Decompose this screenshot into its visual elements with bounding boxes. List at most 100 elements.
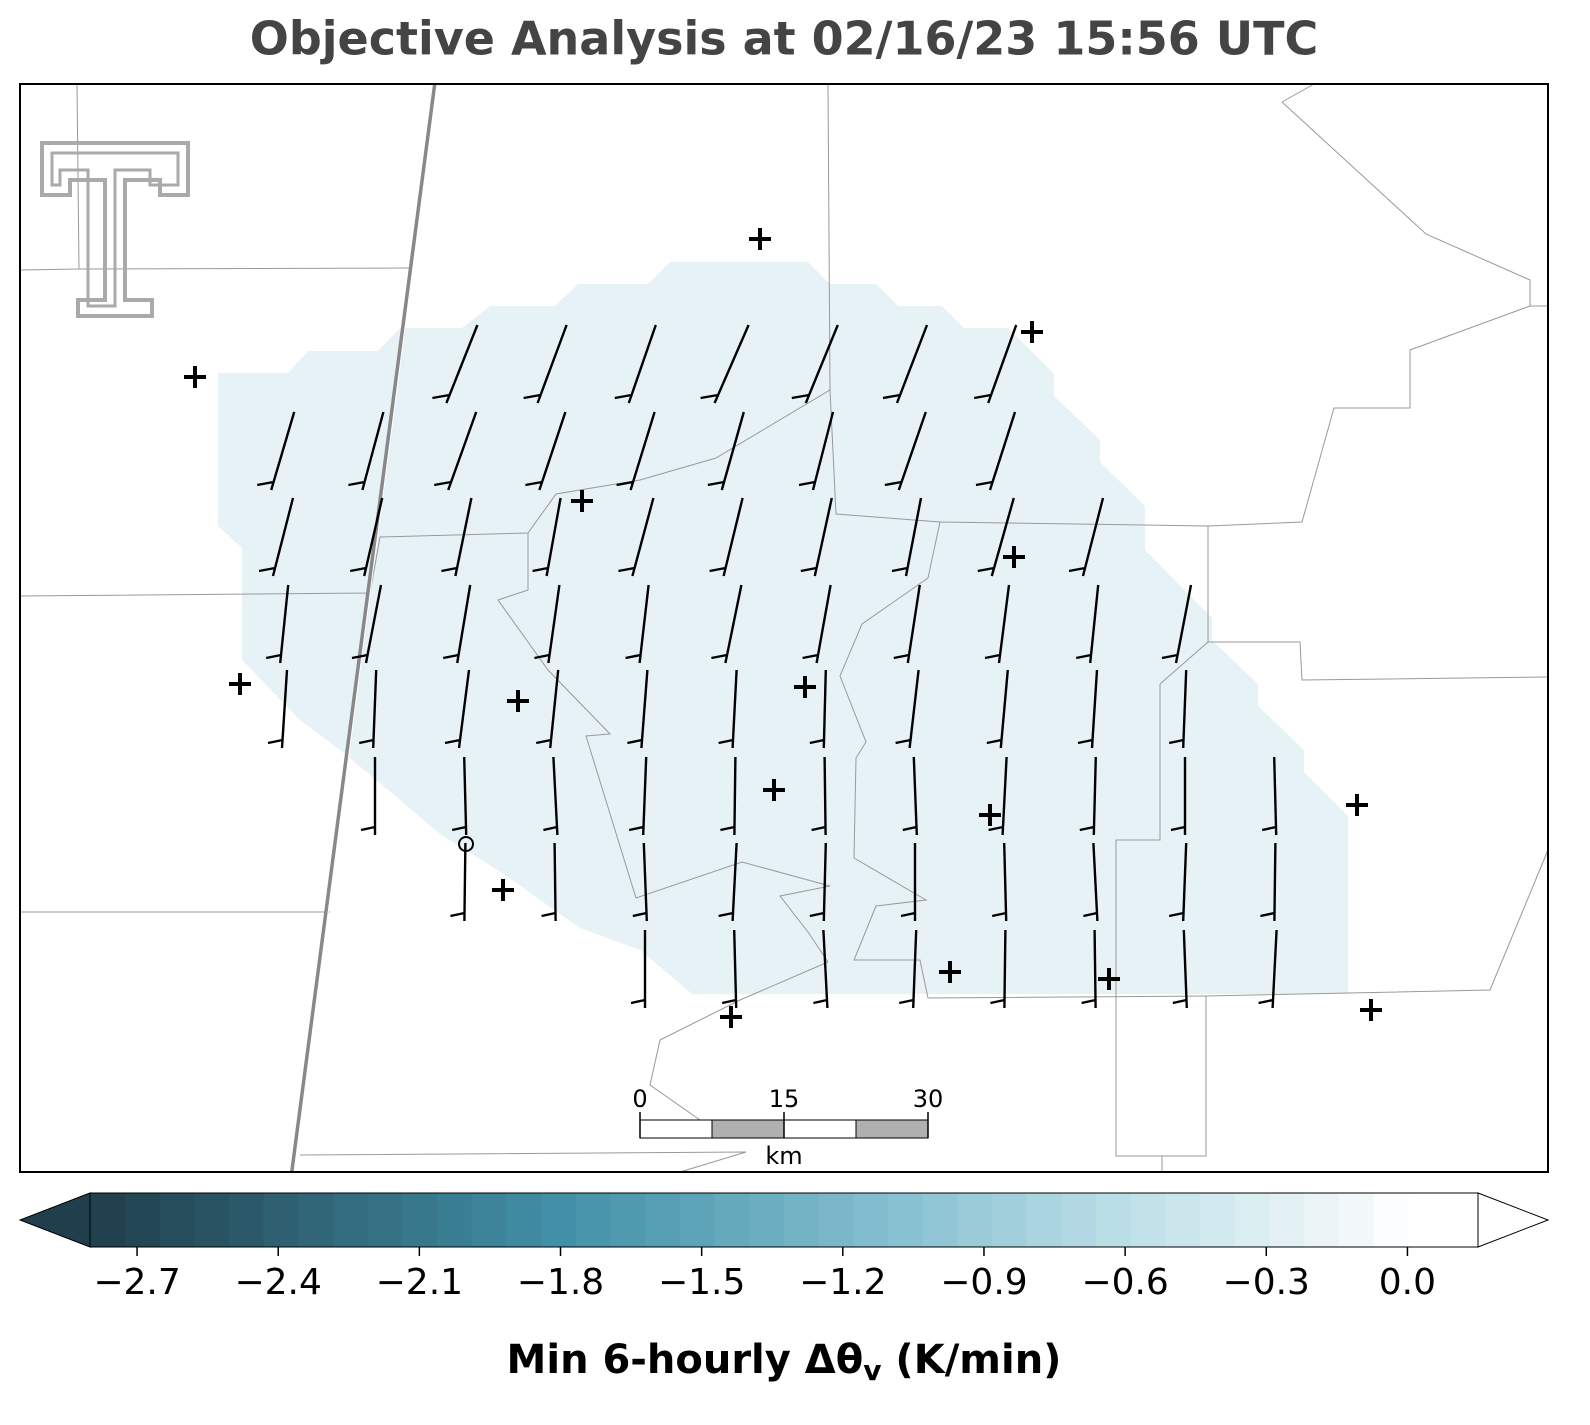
barb xyxy=(627,669,649,749)
colorbar-cell xyxy=(506,1193,542,1247)
barb xyxy=(1081,929,1097,1009)
colorbar-tick-label: −2.7 xyxy=(93,1262,180,1303)
colorbar-tick-label: −0.9 xyxy=(940,1262,1027,1303)
map xyxy=(19,83,1549,1173)
station-plus xyxy=(1021,321,1043,343)
colorbar-cell xyxy=(679,1193,716,1247)
colorbar-cell xyxy=(1131,1193,1167,1247)
colorbar-cell xyxy=(888,1193,924,1247)
barb xyxy=(630,930,647,1008)
barb xyxy=(986,669,1009,749)
barb xyxy=(1077,669,1099,749)
barb xyxy=(991,842,1008,922)
colorbar-tick-label: 0.0 xyxy=(1379,1262,1436,1303)
barb xyxy=(1168,842,1188,922)
stations xyxy=(184,228,1382,1028)
colorbar: −2.7 −2.4 −2.1 −1.8 −1.5 −1.2 −0.9 −0.6 −0.3 0.0 xyxy=(18,1192,1550,1303)
station-plus xyxy=(939,961,961,983)
colorbar-cell xyxy=(784,1193,820,1247)
barb xyxy=(720,756,737,836)
barb xyxy=(809,669,827,749)
scale-segment xyxy=(783,1119,857,1139)
barb xyxy=(256,411,296,491)
colorbar-tick-label: −0.6 xyxy=(1081,1262,1168,1303)
scale-label: 0 xyxy=(632,1085,647,1113)
barb xyxy=(721,929,738,1009)
station-plus xyxy=(720,1006,742,1028)
colorbar-cell xyxy=(1165,1193,1201,1247)
barb xyxy=(718,669,738,749)
barb xyxy=(700,324,750,404)
station-plus xyxy=(571,490,593,512)
barb xyxy=(360,757,377,835)
barb xyxy=(902,756,918,836)
barb xyxy=(1075,584,1100,664)
colorbar-cell xyxy=(922,1193,959,1247)
colorbar-cell xyxy=(1026,1193,1063,1247)
barb xyxy=(618,497,655,577)
barb xyxy=(1168,669,1188,749)
barb xyxy=(884,411,927,491)
label-main: Min 6-hourly Δθ xyxy=(507,1337,864,1383)
barb xyxy=(809,842,827,922)
label-sub: v xyxy=(863,1354,881,1387)
barb xyxy=(1079,756,1097,836)
colorbar-cell xyxy=(263,1193,299,1247)
scale-label: 15 xyxy=(769,1085,800,1113)
barb xyxy=(893,584,921,664)
logo xyxy=(40,141,190,318)
colorbar-cell xyxy=(298,1193,334,1247)
barb xyxy=(348,411,385,491)
borders xyxy=(19,83,1549,1173)
label-end: (K/min) xyxy=(881,1337,1061,1383)
station-plus xyxy=(1360,999,1382,1021)
station-plus xyxy=(1098,968,1120,990)
colorbar-cell xyxy=(194,1193,230,1247)
colorbar-cell xyxy=(1269,1193,1306,1247)
colorbar-cell xyxy=(1408,1193,1444,1247)
colorbar-cell xyxy=(471,1193,507,1247)
barb xyxy=(1258,929,1278,1009)
scale-unit: km xyxy=(765,1142,802,1170)
station-plus xyxy=(749,228,771,250)
station-plus xyxy=(229,673,251,695)
barb xyxy=(1068,497,1105,577)
barb xyxy=(351,584,383,664)
barb xyxy=(882,324,929,404)
barb xyxy=(1261,756,1278,836)
boundary-line xyxy=(290,83,437,1173)
barb xyxy=(534,584,561,664)
wind-barbs xyxy=(256,324,1278,1009)
map-frame xyxy=(19,83,1549,1173)
barb xyxy=(988,756,1008,836)
colorbar-cell xyxy=(749,1193,785,1247)
barb xyxy=(444,669,471,749)
station-plus xyxy=(492,879,514,901)
colorbar-cell xyxy=(1096,1193,1132,1247)
colorbar-tick-label: −1.2 xyxy=(799,1262,886,1303)
station-circle xyxy=(458,836,474,852)
barb xyxy=(1172,929,1188,1009)
scale-label: 30 xyxy=(913,1085,944,1113)
barb xyxy=(973,324,1018,404)
colorbar-cell xyxy=(1061,1193,1097,1247)
scale-segment xyxy=(855,1119,929,1139)
colorbar-cell xyxy=(541,1193,577,1247)
barb xyxy=(441,497,473,577)
station-plus xyxy=(763,779,785,801)
barb xyxy=(523,324,568,404)
barb xyxy=(616,411,656,491)
barb xyxy=(975,411,1017,491)
colorbar-tick-label: −2.4 xyxy=(234,1262,321,1303)
barb xyxy=(349,497,384,577)
barb xyxy=(707,411,745,491)
colorbar-cell xyxy=(957,1193,993,1247)
colorbar-frame xyxy=(89,1192,1479,1248)
colorbar-cell xyxy=(992,1193,1028,1247)
scale-bar: 0 15 30 km xyxy=(632,1085,943,1170)
barb xyxy=(791,324,839,404)
colorbar-cell xyxy=(1235,1193,1271,1247)
colorbar-tick-label: −2.1 xyxy=(376,1262,463,1303)
barb xyxy=(800,497,833,577)
